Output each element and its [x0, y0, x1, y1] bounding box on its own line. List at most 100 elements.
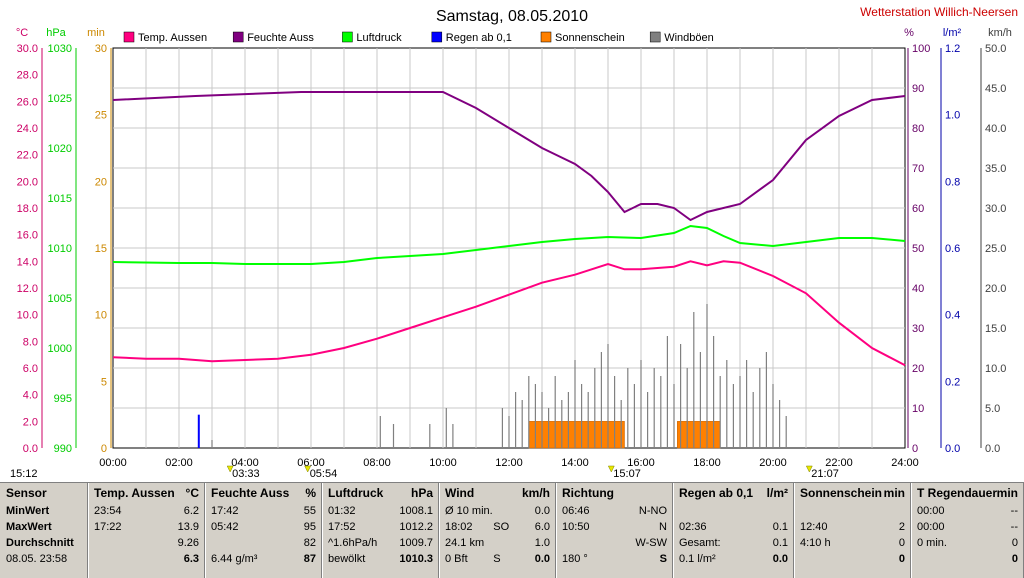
column-title: Luftdruck: [328, 486, 384, 500]
gust-bar: [501, 408, 503, 448]
rain-bar: [197, 414, 200, 448]
cell: 23:54: [94, 505, 122, 517]
table-row: 10:50 N: [562, 521, 667, 535]
column-title: Temp. Aussen: [94, 486, 175, 500]
x-tick-label: 10:00: [429, 457, 457, 469]
legend-label: Temp. Aussen: [138, 32, 207, 44]
cell: 1010.3: [399, 553, 433, 565]
axis-tick-sun_min: 10: [95, 310, 107, 322]
axis-tick-rain_lm2: 0.2: [945, 376, 960, 388]
column-unit: min: [996, 486, 1018, 500]
column-unit: hPa: [410, 486, 433, 500]
axis-tick-temp_c: 0.0: [23, 443, 38, 455]
gust-bar: [429, 424, 431, 448]
axis-tick-humidity_pct: 80: [912, 123, 924, 135]
table-column: Regen ab 0,1 l/m² 02:36 0.1 Gesamt: 0.1 0.1 l/…: [673, 483, 795, 578]
table-row: Durchschnitt: [6, 537, 82, 551]
axis-tick-temp_c: 20.0: [17, 176, 38, 188]
column-unit: km/h: [521, 486, 550, 500]
marker-icon: [805, 465, 813, 473]
cell: 24.1 km: [445, 537, 485, 549]
legend-label: Regen ab 0,1: [446, 32, 512, 44]
gust-bar: [581, 384, 583, 448]
table-row: 17:52 1012.2: [328, 521, 433, 535]
column-header: Richtung: [562, 486, 667, 502]
sunrise-label: 05:54: [310, 468, 338, 480]
gust-bar: [719, 376, 721, 448]
gust-bar: [746, 360, 748, 448]
gust-bar: [515, 392, 517, 448]
table-column: Sensor MinWert MaxWert Durchschnitt 08.05. 2…: [0, 483, 89, 578]
axis-tick-temp_c: 6.0: [23, 363, 38, 375]
gust-bar: [600, 352, 602, 448]
gust-bar: [521, 400, 523, 448]
cell: 1.0: [534, 537, 550, 549]
table-row: 18:02 SO 6.0: [445, 521, 550, 535]
cell: 0 Bft: [445, 553, 468, 565]
cell: 17:22: [94, 521, 122, 533]
cell: SO: [493, 521, 510, 533]
cell: 1008.1: [399, 505, 433, 517]
axis-tick-rain_lm2: 0.8: [945, 176, 960, 188]
gust-bar: [508, 416, 510, 448]
column-title: Regen ab 0,1: [679, 486, 754, 500]
cell: N: [659, 521, 667, 533]
cell: 0 min.: [917, 537, 947, 549]
cell: 00:00: [917, 505, 945, 517]
gust-bar: [732, 384, 734, 448]
gust-bar: [779, 400, 781, 448]
axis-tick-pressure_hpa: 1030: [48, 43, 72, 55]
axis-tick-pressure_hpa: 1000: [48, 343, 72, 355]
table-column: Wind km/h Ø 10 min. 0.0 18:02 SO 6.0 24.1 km 1.0…: [439, 483, 557, 578]
gust-bar: [713, 336, 715, 448]
row-label: Durchschnitt: [6, 537, 74, 549]
axis-tick-humidity_pct: 30: [912, 323, 924, 335]
x-tick-label: 16:00: [627, 457, 655, 469]
gust-bar: [653, 368, 655, 448]
axis-tick-sun_min: 20: [95, 176, 107, 188]
legend-swatch: [649, 31, 661, 43]
x-tick-label: 02:00: [165, 457, 193, 469]
column-unit: %: [305, 486, 316, 500]
x-tick-label: 12:00: [495, 457, 523, 469]
cell: --: [1010, 505, 1018, 517]
cell: S: [659, 553, 667, 565]
gust-bar: [379, 416, 381, 448]
cell: 6.3: [183, 553, 199, 565]
cell: 0.1: [772, 537, 788, 549]
x-tick-label: 18:00: [693, 457, 721, 469]
cell: Ø 10 min.: [445, 505, 493, 517]
gust-bar: [614, 376, 616, 448]
axis-tick-rain_lm2: 0.4: [945, 310, 960, 322]
x-tick-label: 04:00: [231, 457, 259, 469]
x-tick-label: 08:00: [363, 457, 391, 469]
gust-bar: [739, 376, 741, 448]
gust-bar: [759, 368, 761, 448]
sunset-label: 21:07: [811, 468, 839, 480]
row-label: MaxWert: [6, 521, 52, 533]
gust-bar: [548, 408, 550, 448]
axis-tick-pressure_hpa: 1020: [48, 143, 72, 155]
axis-tick-humidity_pct: 40: [912, 283, 924, 295]
cell: 95: [303, 521, 316, 533]
gust-bar: [785, 416, 787, 448]
table-row: MaxWert: [6, 521, 82, 535]
cell: 18:02: [445, 521, 473, 533]
table-row: 0 min. 0: [917, 537, 1018, 551]
axis-tick-gust_kmh: 0.0: [985, 443, 1000, 455]
axis-tick-gust_kmh: 30.0: [985, 203, 1006, 215]
cell: 10:50: [562, 521, 590, 533]
series-line: [112, 224, 906, 265]
axis-tick-humidity_pct: 100: [912, 43, 930, 55]
moonset-label: 15:07: [613, 468, 641, 480]
table-column: Richtung 06:46 N-NO 10:50 N W-SW 180 ° S: [556, 483, 674, 578]
cell: 180 °: [562, 553, 588, 565]
axis-tick-sun_min: 30: [95, 43, 107, 55]
cell: 17:42: [211, 505, 239, 517]
table-row: 01:32 1008.1: [328, 505, 433, 519]
axis-unit-gust_kmh: km/h: [988, 27, 1012, 39]
station-name: Wetterstation Willich-Neersen: [860, 5, 1018, 19]
cell: S: [493, 553, 501, 565]
axis-tick-temp_c: 24.0: [17, 123, 38, 135]
column-unit: l/m²: [766, 486, 788, 500]
